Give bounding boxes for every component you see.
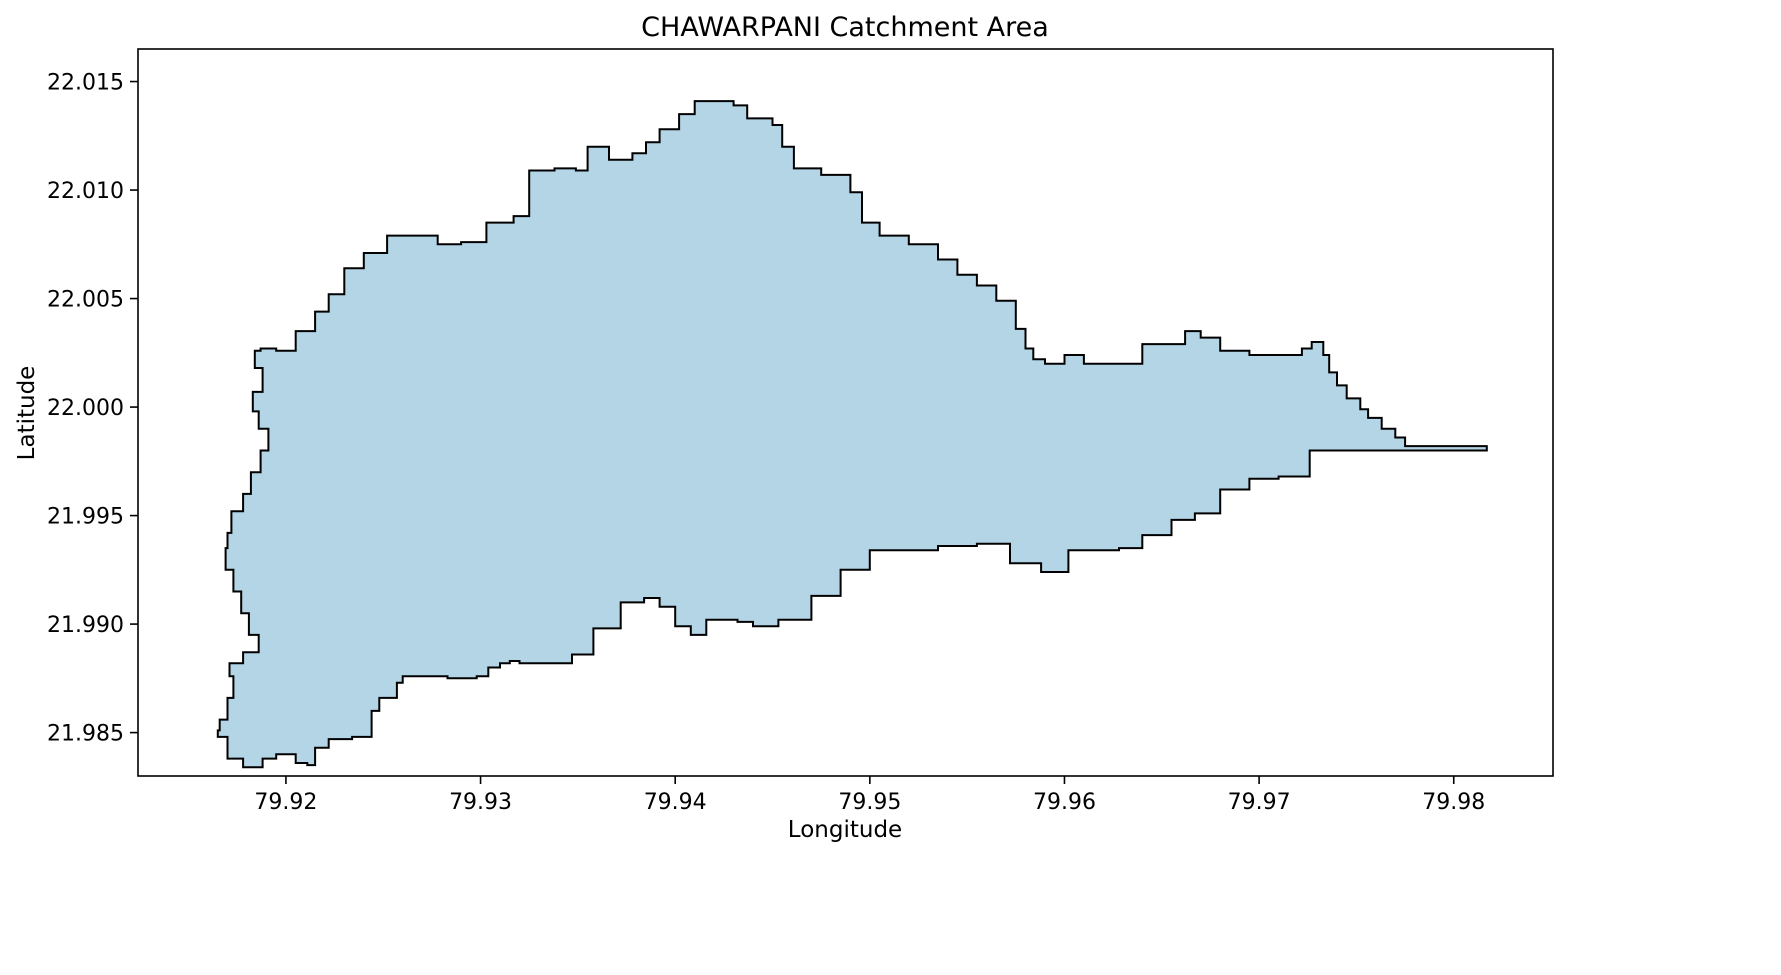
y-tick-label: 22.000 [47,396,124,421]
y-tick-label: 21.995 [47,505,124,530]
x-axis-label: Longitude [788,817,902,843]
y-tick-label: 22.005 [47,288,124,313]
plot-frame [137,48,1554,777]
x-tick-label: 79.94 [644,790,707,815]
x-tick-label: 79.92 [254,790,317,815]
plot-area [137,48,1554,777]
y-tick-label: 21.990 [47,613,124,638]
y-axis-label: Latitude [14,366,40,461]
y-tick-label: 21.985 [47,722,124,747]
y-axis-ticks: 21.985 21.990 21.995 22.000 22.005 22.010 22.0… [47,71,138,747]
x-tick-label: 79.96 [1033,790,1096,815]
x-tick-label: 79.95 [838,790,901,815]
y-tick-label: 22.015 [47,71,124,96]
catchment-polygon [216,100,1488,769]
chart-title: CHAWARPANI Catchment Area [641,12,1049,43]
x-tick-label: 79.98 [1422,790,1485,815]
y-tick-label: 22.010 [47,179,124,204]
x-tick-label: 79.97 [1228,790,1291,815]
x-axis-ticks: 79.92 79.93 79.94 79.95 79.96 79.97 79.98 [254,776,1485,815]
x-tick-label: 79.93 [449,790,512,815]
